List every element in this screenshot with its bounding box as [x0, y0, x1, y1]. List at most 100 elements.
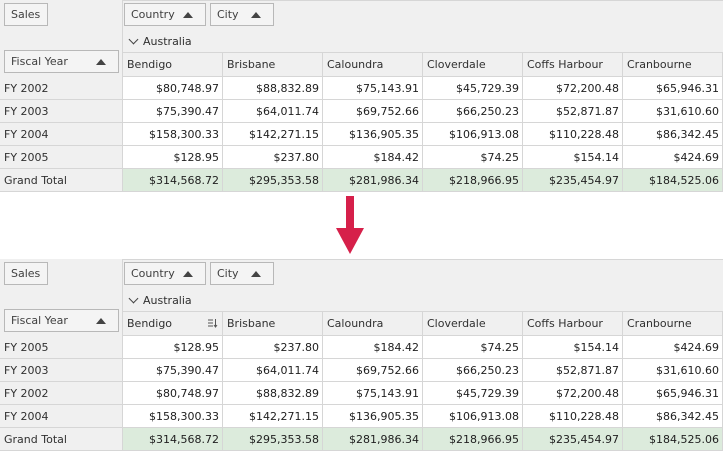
data-cell: $158,300.33: [123, 123, 223, 146]
group-label: Australia: [143, 34, 192, 48]
data-cell: $184.42: [323, 146, 423, 169]
column-header-label: Coffs Harbour: [527, 317, 603, 330]
data-cell: $158,300.33: [123, 405, 223, 428]
data-cell: $66,250.23: [423, 100, 523, 123]
column-header-cranbourne[interactable]: Cranbourne: [623, 312, 723, 336]
group-header-australia[interactable]: Australia: [125, 290, 192, 310]
column-header-label: Brisbane: [227, 58, 276, 71]
data-cell: $31,610.60: [623, 100, 723, 123]
row-field-fiscal-year-button[interactable]: Fiscal Year: [4, 50, 119, 73]
data-cell: $237.80: [223, 146, 323, 169]
column-field-country-button[interactable]: Country: [124, 262, 206, 285]
data-cell: $128.95: [123, 146, 223, 169]
column-field-country-button[interactable]: Country: [124, 3, 206, 26]
sort-ascending-icon: [183, 11, 193, 18]
column-header-brisbane[interactable]: Brisbane: [223, 312, 323, 336]
column-header-bendigo[interactable]: Bendigo: [123, 53, 223, 77]
column-header-label: Cloverdale: [427, 317, 486, 330]
grand-total-cell: $184,525.06: [623, 169, 723, 192]
column-header-label: Bendigo: [127, 58, 173, 71]
data-cell: $88,832.89: [223, 382, 323, 405]
sort-ascending-icon: [96, 317, 106, 324]
data-cell: $136,905.35: [323, 123, 423, 146]
data-cell: $142,271.15: [223, 123, 323, 146]
grand-total-cell: $281,986.34: [323, 169, 423, 192]
column-field-label: City: [217, 267, 239, 280]
column-field-label: City: [217, 8, 239, 21]
sort-by-summary-icon[interactable]: [208, 318, 218, 328]
data-cell: $136,905.35: [323, 405, 423, 428]
column-field-label: Country: [131, 267, 175, 280]
column-field-city-button[interactable]: City: [210, 262, 274, 285]
data-cell: $72,200.48: [523, 382, 623, 405]
data-cell: $110,228.48: [523, 123, 623, 146]
data-cell: $424.69: [623, 146, 723, 169]
data-field-label: Sales: [11, 8, 41, 21]
data-cell: $65,946.31: [623, 382, 723, 405]
row-header: FY 2005: [0, 336, 123, 359]
grand-total-cell: $218,966.95: [423, 428, 523, 451]
column-header-caloundra[interactable]: Caloundra: [323, 312, 423, 336]
row-header: FY 2002: [0, 382, 123, 405]
grand-total-cell: $281,986.34: [323, 428, 423, 451]
data-cell: $31,610.60: [623, 359, 723, 382]
sort-ascending-icon: [183, 270, 193, 277]
grand-total-cell: $314,568.72: [123, 428, 223, 451]
column-header-label: Cranbourne: [627, 317, 692, 330]
row-header: FY 2002: [0, 77, 123, 100]
data-cell: $184.42: [323, 336, 423, 359]
column-header-label: Cloverdale: [427, 58, 486, 71]
row-header: FY 2004: [0, 405, 123, 428]
data-cell: $154.14: [523, 336, 623, 359]
row-header: FY 2004: [0, 123, 123, 146]
column-header-bendigo[interactable]: Bendigo: [123, 312, 223, 336]
sort-ascending-icon: [251, 270, 261, 277]
row-field-label: Fiscal Year: [11, 314, 68, 327]
column-header-coffs-harbour[interactable]: Coffs Harbour: [523, 312, 623, 336]
data-cell: $154.14: [523, 146, 623, 169]
row-header: FY 2003: [0, 100, 123, 123]
pivot-grid-after: Sales Country City Fiscal Year Australia Bend…: [0, 259, 723, 451]
data-cell: $86,342.45: [623, 405, 723, 428]
row-header: FY 2005: [0, 146, 123, 169]
column-field-label: Country: [131, 8, 175, 21]
group-label: Australia: [143, 293, 192, 307]
grand-total-cell: $184,525.06: [623, 428, 723, 451]
data-cell: $66,250.23: [423, 359, 523, 382]
column-header-label: Caloundra: [327, 317, 384, 330]
sort-ascending-icon: [251, 11, 261, 18]
column-header-label: Cranbourne: [627, 58, 692, 71]
column-header-caloundra[interactable]: Caloundra: [323, 53, 423, 77]
column-header-cloverdale[interactable]: Cloverdale: [423, 312, 523, 336]
row-header: FY 2003: [0, 359, 123, 382]
column-field-city-button[interactable]: City: [210, 3, 274, 26]
data-cell: $80,748.97: [123, 77, 223, 100]
data-cell: $106,913.08: [423, 123, 523, 146]
data-cell: $65,946.31: [623, 77, 723, 100]
data-cell: $128.95: [123, 336, 223, 359]
column-header-brisbane[interactable]: Brisbane: [223, 53, 323, 77]
arrow-down-icon: [336, 196, 364, 254]
column-header-cranbourne[interactable]: Cranbourne: [623, 53, 723, 77]
column-header-label: Coffs Harbour: [527, 58, 603, 71]
row-field-fiscal-year-button[interactable]: Fiscal Year: [4, 309, 119, 332]
data-cell: $75,390.47: [123, 100, 223, 123]
data-cell: $52,871.87: [523, 100, 623, 123]
data-cell: $64,011.74: [223, 359, 323, 382]
data-cell: $69,752.66: [323, 100, 423, 123]
grand-total-cell: $235,454.97: [523, 428, 623, 451]
data-cell: $45,729.39: [423, 382, 523, 405]
data-cell: $74.25: [423, 336, 523, 359]
chevron-down-icon[interactable]: [128, 293, 139, 304]
column-header-coffs-harbour[interactable]: Coffs Harbour: [523, 53, 623, 77]
data-cell: $69,752.66: [323, 359, 423, 382]
data-cell: $75,390.47: [123, 359, 223, 382]
pivot-grid-before: Sales Country City Fiscal Year Australia Bend…: [0, 0, 723, 192]
data-field-sales-button[interactable]: Sales: [4, 3, 48, 26]
grand-total-cell: $314,568.72: [123, 169, 223, 192]
group-header-australia[interactable]: Australia: [125, 31, 192, 51]
column-header-cloverdale[interactable]: Cloverdale: [423, 53, 523, 77]
grand-total-cell: $218,966.95: [423, 169, 523, 192]
chevron-down-icon[interactable]: [128, 34, 139, 45]
data-field-sales-button[interactable]: Sales: [4, 262, 48, 285]
